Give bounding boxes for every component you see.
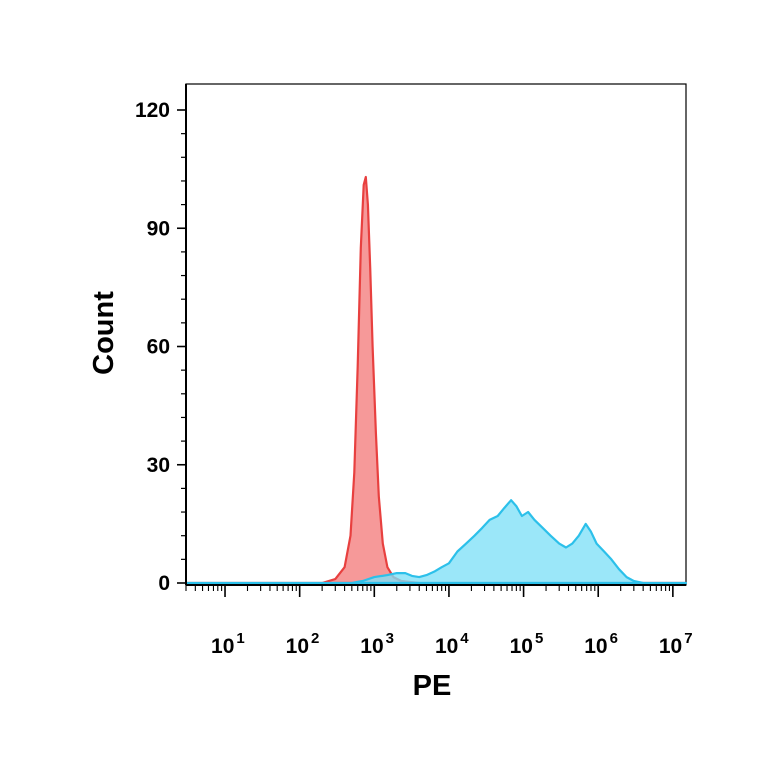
- x-tick-label-1e5: 10 5: [510, 630, 544, 658]
- y-ticks: 0 30 60 90 120: [135, 99, 186, 595]
- series-2-area: [184, 499, 688, 585]
- series-1-area: [184, 175, 688, 585]
- y-tick-label-120: 120: [135, 99, 170, 122]
- y-tick-label-90: 90: [147, 217, 170, 240]
- y-axis: 0 30 60 90 120: [135, 84, 187, 595]
- x-ticks: 10 1 10 2 10 3 10 4 10 5 10 6 10 7: [185, 585, 693, 658]
- x-tick-label-1e2: 10 2: [286, 630, 320, 658]
- x-tick-label-1e4: 10 4: [435, 630, 469, 658]
- x-tick-label-1e6: 10 6: [584, 630, 618, 658]
- x-tick-label-1e7: 10 7: [659, 630, 693, 658]
- x-tick-label-1e1: 10 1: [211, 630, 245, 658]
- x-axis-title: PE: [413, 670, 452, 702]
- series-layer: [184, 175, 688, 585]
- y-tick-label-60: 60: [147, 336, 170, 359]
- y-tick-label-30: 30: [147, 454, 170, 477]
- x-axis: 10 1 10 2 10 3 10 4 10 5 10 6 10 7: [185, 584, 693, 658]
- y-axis-title: Count: [88, 291, 120, 375]
- x-tick-label-1e3: 10 3: [360, 630, 394, 658]
- plot-frame: [185, 83, 687, 586]
- y-tick-label-0: 0: [158, 572, 170, 595]
- plot-area: [184, 83, 688, 586]
